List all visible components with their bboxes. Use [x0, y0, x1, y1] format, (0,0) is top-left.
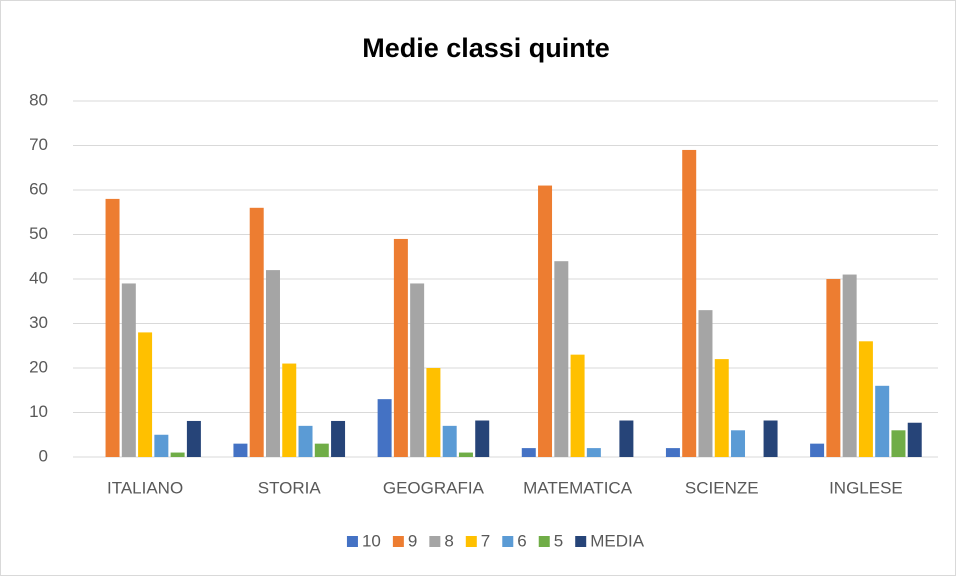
bar: [475, 420, 490, 457]
bar: [282, 363, 297, 457]
y-tick-label: 80: [29, 90, 48, 109]
bar: [105, 198, 120, 457]
x-tick-label: INGLESE: [829, 478, 903, 497]
legend-swatch: [465, 536, 477, 547]
bar: [298, 425, 313, 457]
legend-swatch: [429, 536, 441, 547]
bar: [393, 238, 408, 457]
bar: [458, 452, 473, 457]
legend-label: 9: [408, 531, 417, 550]
bar: [377, 399, 392, 457]
y-tick-label: 0: [39, 446, 48, 465]
legend-label: 10: [362, 531, 381, 550]
y-tick-label: 20: [29, 357, 48, 376]
bar: [442, 425, 457, 457]
x-tick-label: ITALIANO: [107, 478, 183, 497]
bar: [426, 368, 441, 457]
bar: [731, 430, 746, 457]
bar: [698, 310, 713, 457]
y-tick-label: 30: [29, 313, 48, 332]
x-tick-label: SCIENZE: [685, 478, 759, 497]
bar: [586, 448, 601, 457]
x-tick-label: STORIA: [258, 478, 322, 497]
x-tick-label: GEOGRAFIA: [383, 478, 485, 497]
bar: [521, 448, 536, 457]
y-tick-label: 70: [29, 135, 48, 154]
bar: [570, 354, 585, 457]
bar: [682, 149, 697, 457]
legend-label: MEDIA: [590, 531, 645, 550]
legend-label: 5: [554, 531, 563, 550]
bar: [138, 332, 153, 457]
bar: [665, 448, 680, 457]
legend-label: 6: [517, 531, 526, 550]
legend-swatch: [575, 536, 587, 547]
bar: [714, 359, 729, 457]
y-tick-label: 60: [29, 179, 48, 198]
bar: [265, 270, 280, 457]
bar: [170, 452, 185, 457]
chart-title: Medie classi quinte: [362, 33, 610, 63]
bar: [907, 422, 922, 457]
x-tick-label: MATEMATICA: [523, 478, 633, 497]
bar: [810, 443, 825, 457]
bar: [410, 283, 425, 457]
bar: [858, 341, 873, 457]
legend: 10 9 8 7 6 5 MEDIA: [346, 531, 645, 550]
bar: [331, 420, 346, 457]
bar: [186, 420, 201, 457]
bar: [875, 385, 890, 457]
y-tick-label: 10: [29, 402, 48, 421]
bar: [121, 283, 136, 457]
bar: [554, 261, 569, 457]
bar: [154, 434, 169, 457]
bar: [763, 420, 778, 457]
bar: [249, 207, 264, 457]
legend-swatch: [392, 536, 404, 547]
legend-label: 8: [444, 531, 453, 550]
bar: [314, 443, 329, 457]
legend-swatch: [346, 536, 358, 547]
y-tick-label: 40: [29, 268, 48, 287]
legend-swatch: [538, 536, 550, 547]
y-tick-label: 50: [29, 224, 48, 243]
bar: [842, 274, 857, 457]
legend-label: 7: [481, 531, 490, 550]
bar: [538, 185, 553, 458]
legend-swatch: [502, 536, 514, 547]
bar: [233, 443, 248, 457]
bar: [619, 420, 634, 457]
bar: [891, 430, 906, 457]
bar: [826, 279, 841, 457]
